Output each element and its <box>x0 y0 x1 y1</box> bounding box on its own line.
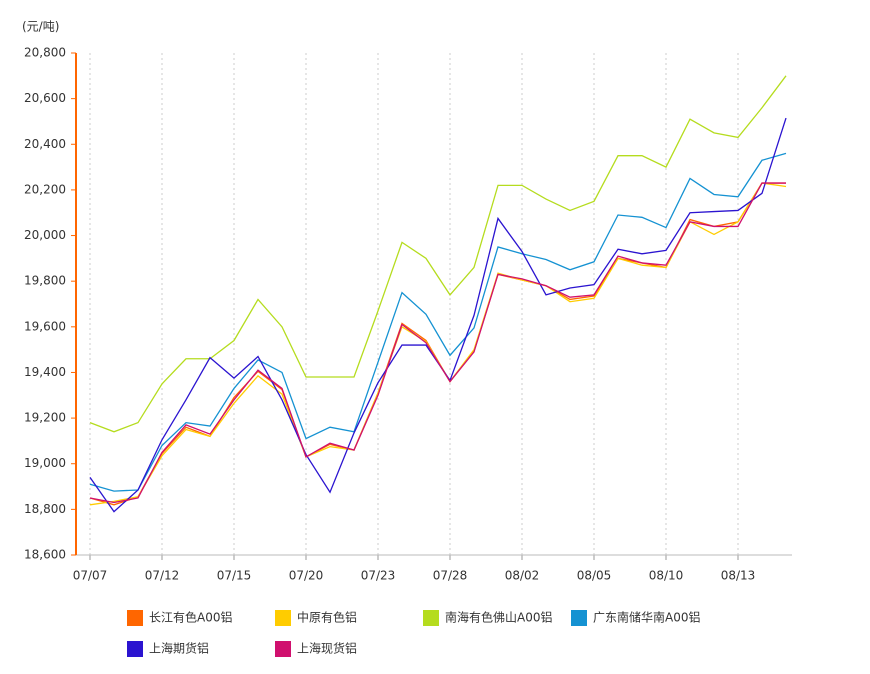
legend-swatch <box>275 610 291 626</box>
legend-label: 长江有色A00铝 <box>149 610 232 625</box>
legend-swatch <box>423 610 439 626</box>
y-axis-unit: (元/吨) <box>22 20 59 34</box>
x-tick-label: 07/28 <box>433 569 468 583</box>
series-line <box>89 152 787 492</box>
series-line <box>89 75 787 433</box>
y-tick-label: 19,600 <box>24 319 66 333</box>
y-tick-label: 19,400 <box>24 365 66 379</box>
legend-swatch <box>127 641 143 657</box>
x-tick-label: 08/05 <box>577 569 612 583</box>
y-tick-label: 18,600 <box>24 548 66 562</box>
y-tick-label: 20,400 <box>24 137 66 151</box>
series-line <box>89 182 787 506</box>
legend-label: 中原有色铝 <box>297 610 357 625</box>
x-tick-label: 07/20 <box>289 569 324 583</box>
legend-label: 南海有色佛山A00铝 <box>445 610 552 625</box>
legend-swatch <box>127 610 143 626</box>
legend-label: 上海期货铝 <box>149 641 209 656</box>
y-tick-label: 20,000 <box>24 228 66 242</box>
y-tick-label: 18,800 <box>24 502 66 516</box>
y-tick-label: 20,800 <box>24 46 66 60</box>
x-tick-label: 08/02 <box>505 569 540 583</box>
x-tick-label: 07/07 <box>73 569 108 583</box>
x-tick-label: 08/10 <box>649 569 684 583</box>
x-tick-label: 08/13 <box>721 569 756 583</box>
legend-swatch <box>275 641 291 657</box>
x-tick-label: 07/12 <box>145 569 180 583</box>
y-tick-label: 20,200 <box>24 182 66 196</box>
y-tick-label: 19,000 <box>24 456 66 470</box>
x-tick-label: 07/15 <box>217 569 252 583</box>
y-tick-label: 20,600 <box>24 91 66 105</box>
x-tick-label: 07/23 <box>361 569 396 583</box>
series-line <box>89 117 787 513</box>
legend-label: 上海现货铝 <box>297 641 357 656</box>
series-line <box>89 182 786 504</box>
y-tick-label: 19,200 <box>24 411 66 425</box>
y-tick-label: 19,800 <box>24 274 66 288</box>
legend-label: 广东南储华南A00铝 <box>593 610 700 625</box>
series-line <box>89 182 786 506</box>
legend-swatch <box>571 610 587 626</box>
